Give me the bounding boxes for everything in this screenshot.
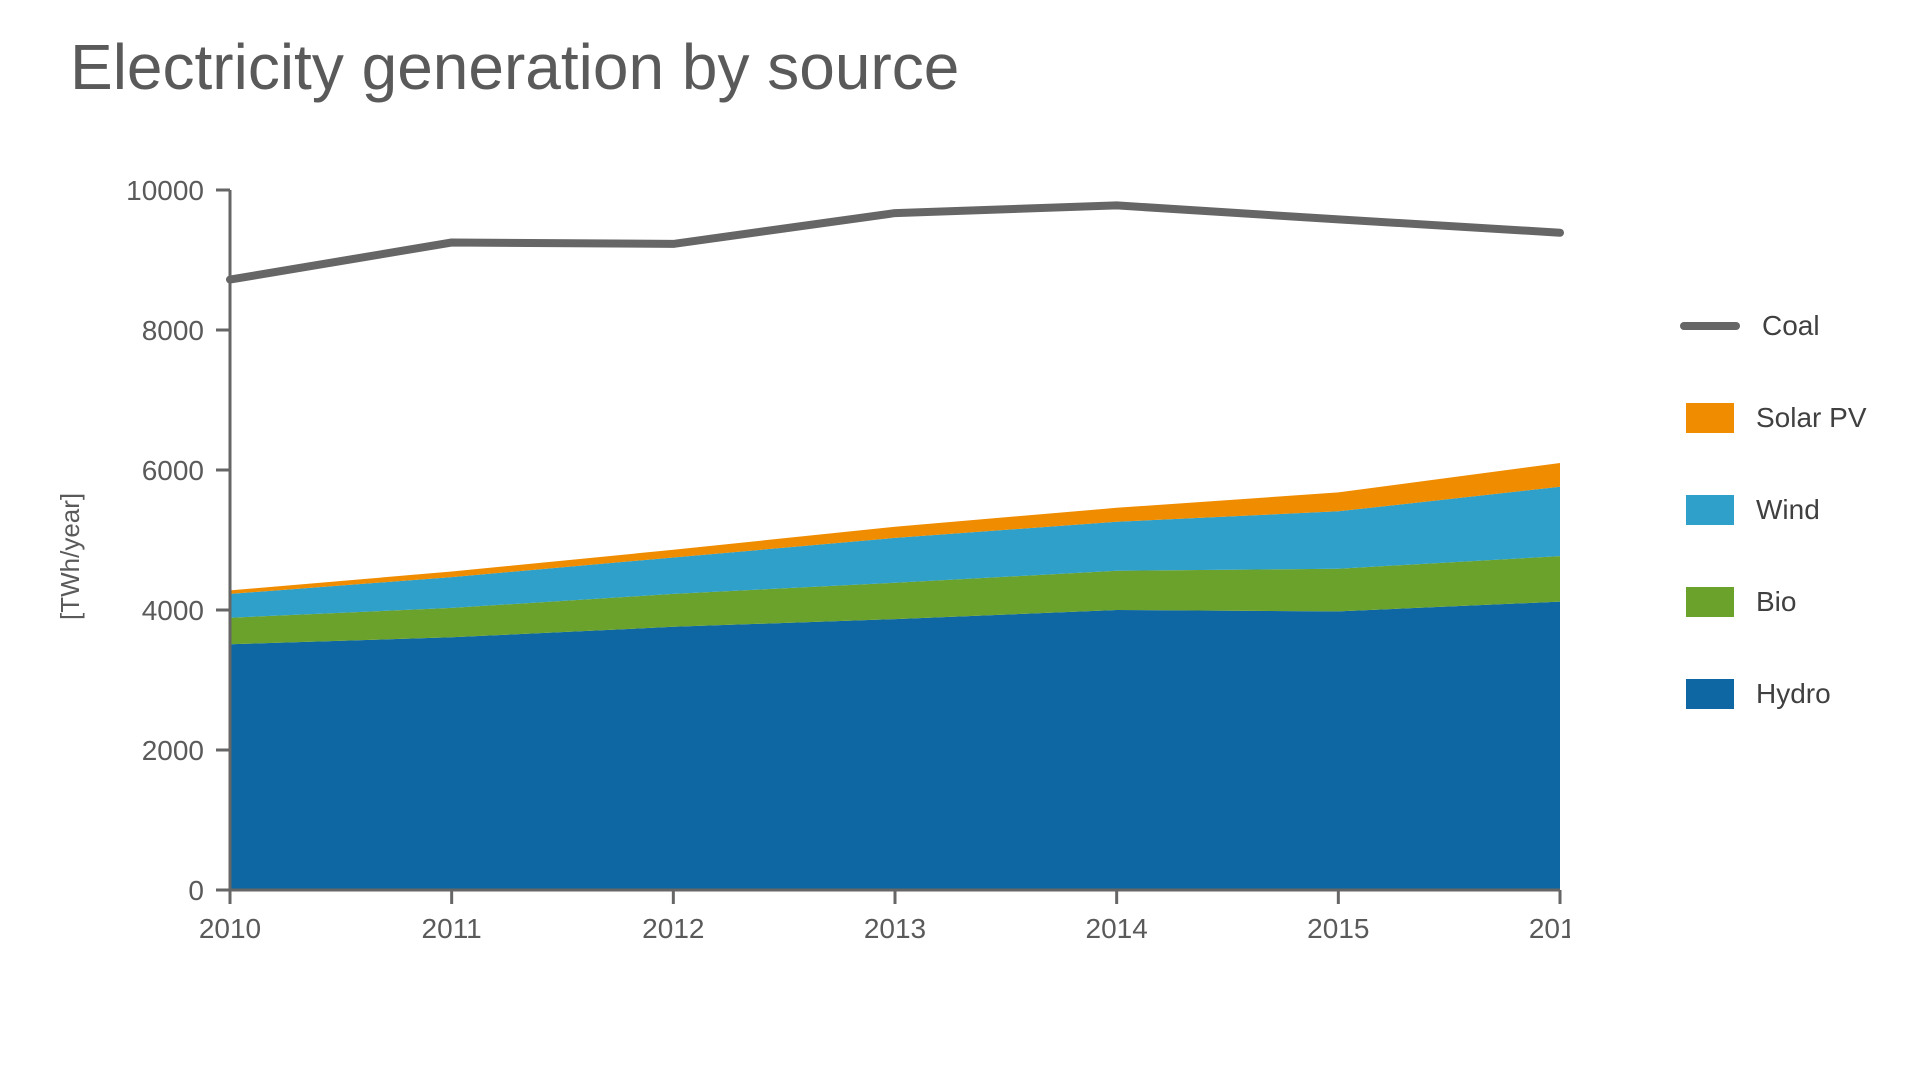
x-tick-label: 2011 [422, 913, 482, 944]
x-tick-label: 2012 [642, 913, 704, 944]
legend-swatch-box [1686, 679, 1734, 709]
y-tick-label: 6000 [142, 455, 204, 486]
legend-item-hydro: Hydro [1680, 678, 1867, 710]
legend-label: Wind [1756, 494, 1820, 526]
legend-swatch-line [1680, 322, 1740, 330]
y-tick-label: 2000 [142, 735, 204, 766]
y-tick-label: 0 [188, 875, 204, 906]
legend-swatch-box [1686, 587, 1734, 617]
legend-item-solar-pv: Solar PV [1680, 402, 1867, 434]
y-tick-label: 10000 [126, 180, 204, 206]
x-tick-label: 2013 [864, 913, 926, 944]
line-coal [230, 205, 1560, 279]
y-tick-label: 8000 [142, 315, 204, 346]
legend-item-wind: Wind [1680, 494, 1867, 526]
x-tick-label: 2014 [1086, 913, 1148, 944]
legend-item-coal: Coal [1680, 310, 1867, 342]
chart-title: Electricity generation by source [70, 30, 959, 104]
legend-swatch-box [1686, 495, 1734, 525]
x-tick-label: 2016 [1529, 913, 1570, 944]
y-axis-label: [TWh/year] [55, 493, 86, 620]
chart-plot: 0 2000 4000 6000 8000 10000 2010 2011 2012 2013 20… [120, 180, 1570, 955]
x-tick-label: 2015 [1307, 913, 1369, 944]
y-tick-label: 4000 [142, 595, 204, 626]
legend-label: Solar PV [1756, 402, 1867, 434]
chart-legend: Coal Solar PV Wind Bio Hydro [1680, 310, 1867, 770]
legend-item-bio: Bio [1680, 586, 1867, 618]
legend-label: Bio [1756, 586, 1796, 618]
area-hydro [230, 602, 1560, 890]
legend-label: Coal [1762, 310, 1820, 342]
legend-label: Hydro [1756, 678, 1831, 710]
chart-svg: 0 2000 4000 6000 8000 10000 2010 2011 2012 2013 20… [120, 180, 1570, 950]
legend-swatch-box [1686, 403, 1734, 433]
x-tick-label: 2010 [199, 913, 261, 944]
